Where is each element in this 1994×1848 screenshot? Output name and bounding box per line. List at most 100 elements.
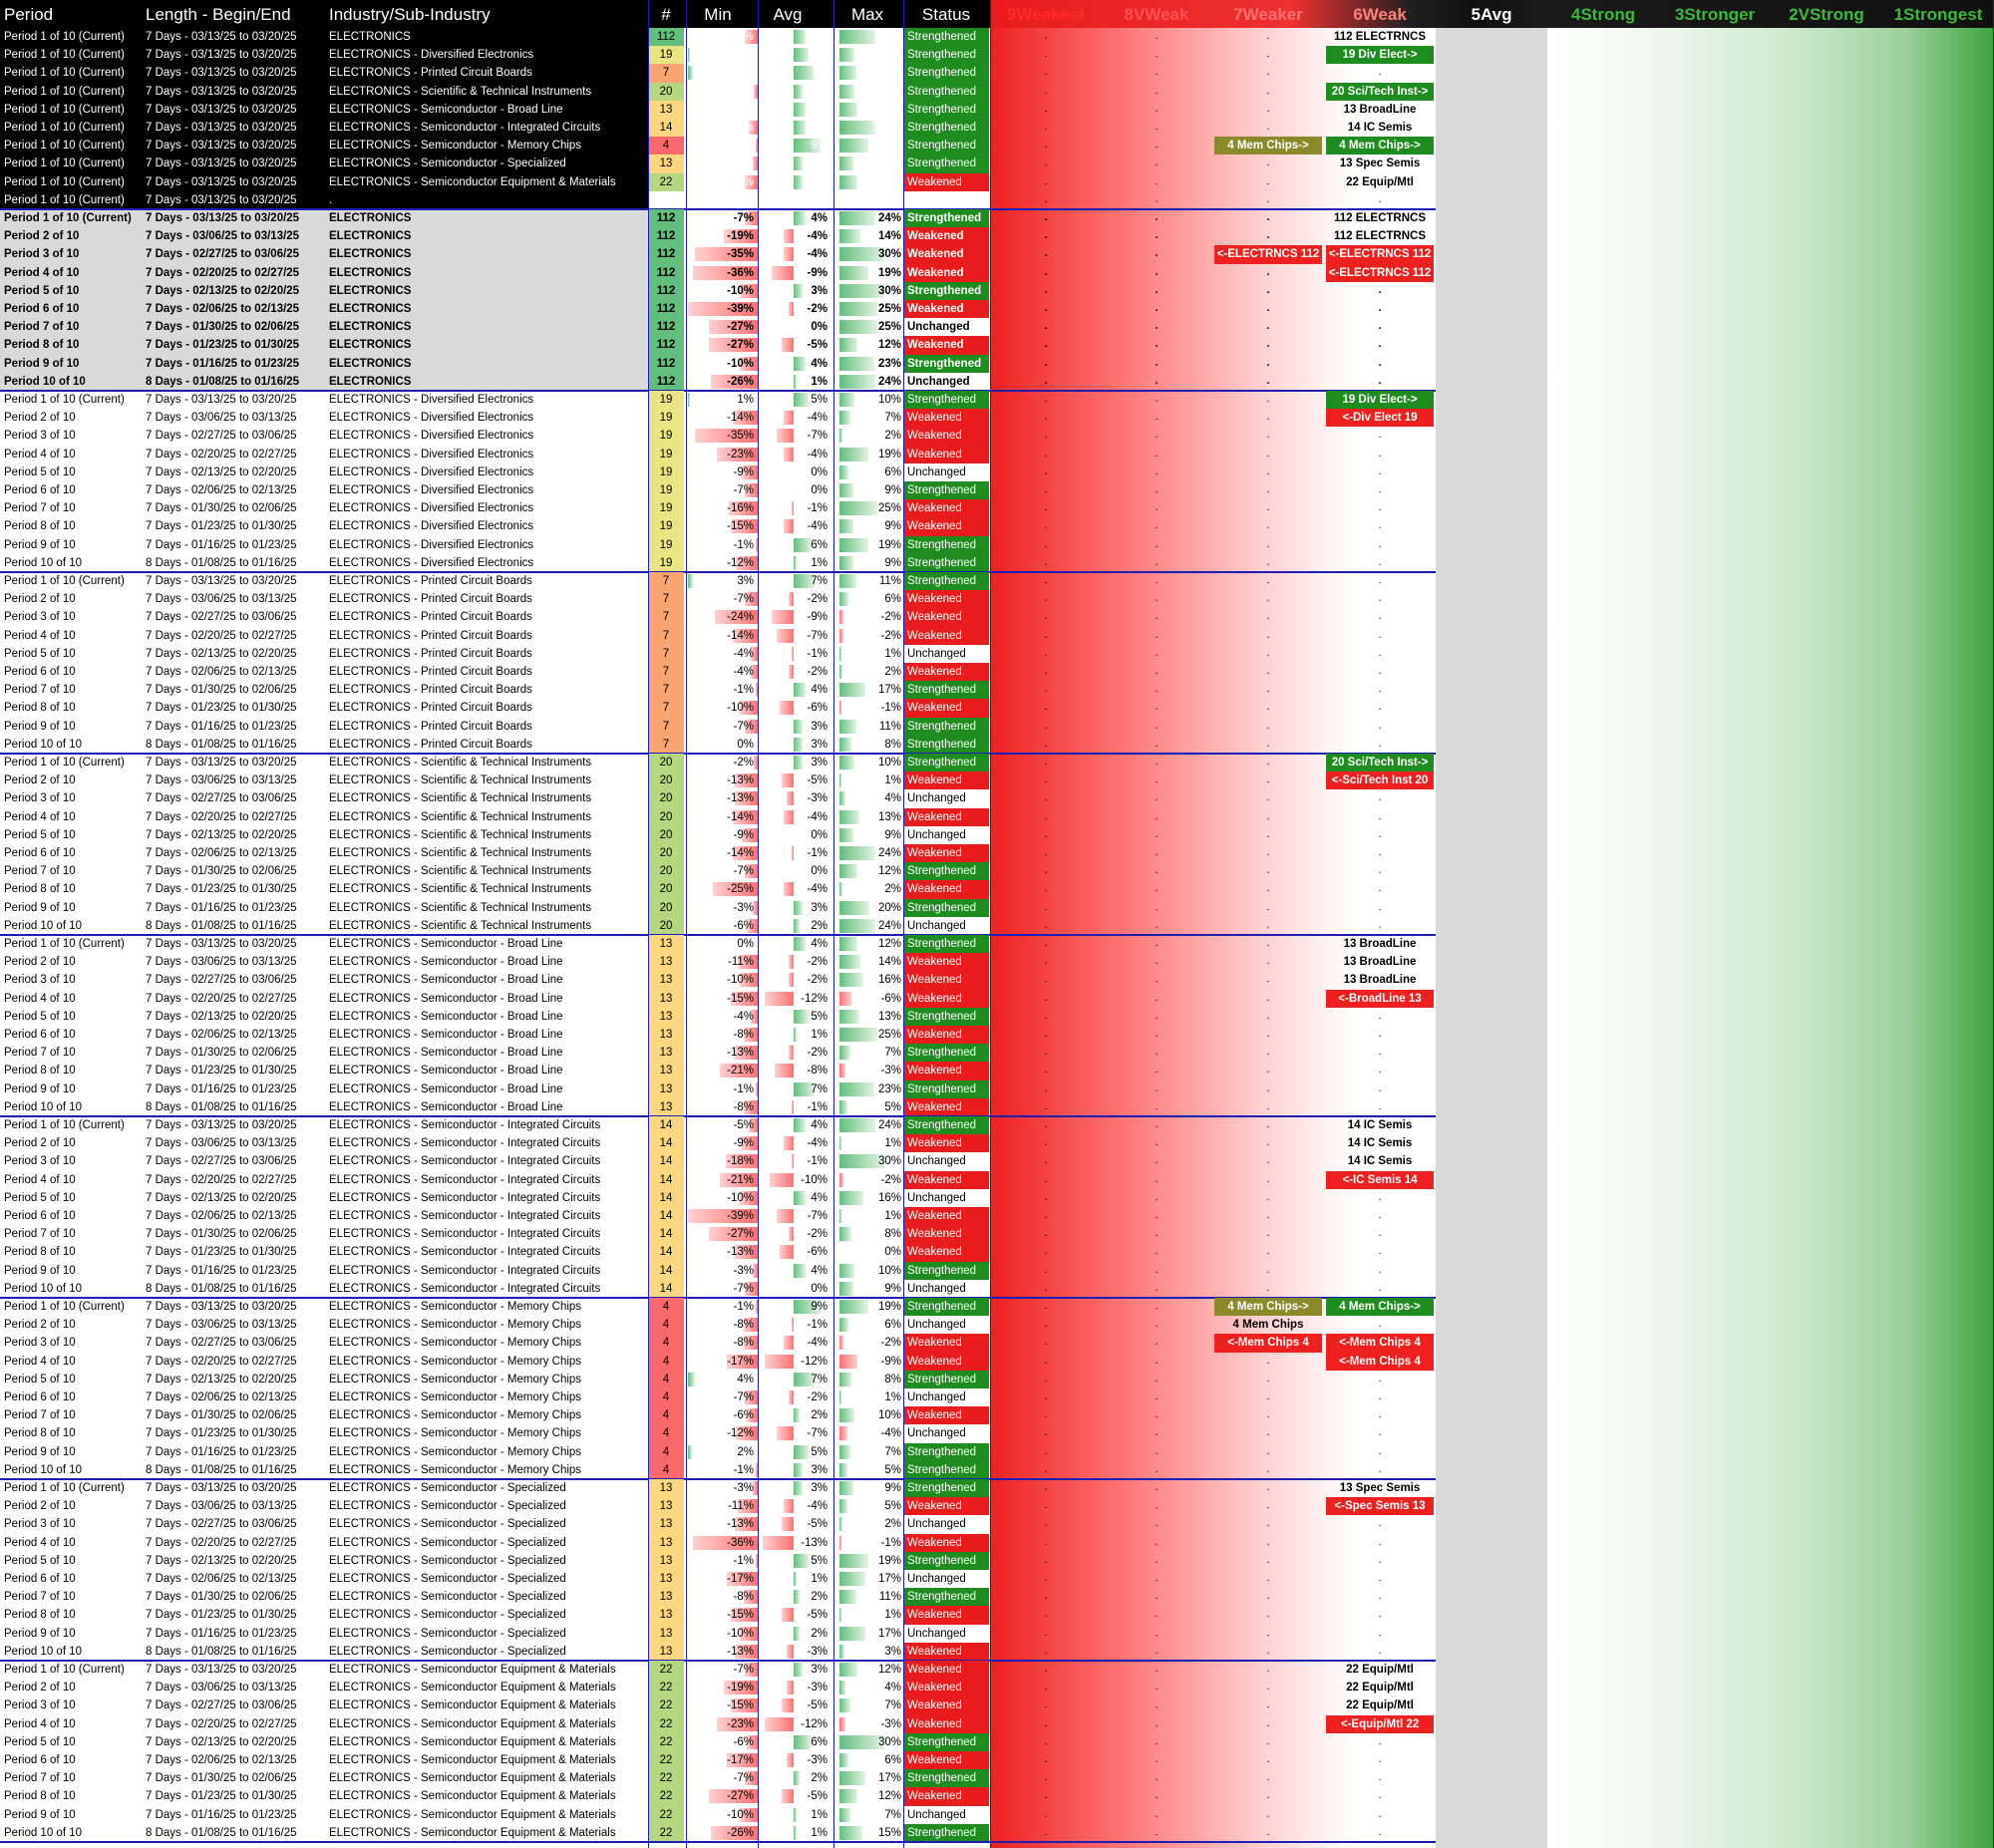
table-row[interactable]: Period 3 of 10 7 Days - 02/27/25 to 03/06…: [0, 1152, 1994, 1171]
header-count[interactable]: #: [661, 5, 671, 24]
level-cell-4[interactable]: 13 BroadLine: [1343, 938, 1417, 950]
table-row[interactable]: Period 6 of 10 7 Days - 02/06/25 to 02/13…: [0, 844, 1994, 863]
level-cell-4[interactable]: <-Equip/Mtl 22: [1326, 1714, 1434, 1733]
header-level-9[interactable]: 1Strongest: [1893, 5, 1983, 24]
avg-bar: [794, 1462, 803, 1477]
level-cell-4[interactable]: <-ELECTRNCS 112: [1326, 263, 1434, 282]
header-avg[interactable]: Avg: [773, 5, 803, 24]
level-cell-4[interactable]: 20 Sci/Tech Inst->: [1326, 82, 1434, 101]
table-row[interactable]: Period 2 of 10 7 Days - 03/06/25 to 03/13…: [0, 1134, 1994, 1153]
table-row[interactable]: Period 1 of 10 (Current) 7 Days - 03/13/2…: [0, 64, 1994, 83]
level-cell-4[interactable]: 14 IC Semis: [1347, 122, 1413, 134]
table-row[interactable]: Period 7 of 10 7 Days - 01/30/25 to 02/06…: [0, 862, 1994, 881]
level-cell-4[interactable]: 20 Sci/Tech Inst->: [1326, 754, 1434, 772]
table-row[interactable]: Period 1 of 10 (Current) 7 Days - 03/13/2…: [0, 209, 1994, 228]
table-row[interactable]: Period 3 of 10 7 Days - 02/27/25 to 03/06…: [0, 1696, 1994, 1715]
table-row[interactable]: Period 3 of 10 7 Days - 02/27/25 to 03/06…: [0, 971, 1994, 990]
table-row[interactable]: Period 2 of 10 7 Days - 03/06/25 to 03/13…: [0, 590, 1994, 609]
level-cell-3[interactable]: <-Mem Chips 4: [1214, 1334, 1322, 1353]
level-cell-4[interactable]: 112 ELECTRNCS: [1333, 31, 1427, 43]
table-row[interactable]: Period 3 of 10 7 Days - 02/27/25 to 03/06…: [0, 1334, 1994, 1353]
header-level-1[interactable]: 9Weakest: [1006, 5, 1086, 24]
level-cell-4[interactable]: <-Mem Chips 4: [1326, 1334, 1434, 1353]
level-cell-4[interactable]: <-Mem Chips 4: [1326, 1352, 1434, 1371]
level-cell-4[interactable]: 112 ELECTRNCS: [1333, 212, 1427, 224]
table-row[interactable]: Period 5 of 10 7 Days - 02/13/25 to 02/20…: [0, 644, 1994, 663]
level-cell-4[interactable]: 13 BroadLine: [1343, 956, 1417, 969]
table-row[interactable]: Period 6 of 10 7 Days - 02/06/25 to 02/13…: [0, 663, 1994, 682]
table-row[interactable]: Period 5 of 10 7 Days - 02/13/25 to 02/20…: [0, 1551, 1994, 1570]
header-level-2[interactable]: 8VWeak: [1124, 5, 1189, 24]
table-row[interactable]: Period 1 of 10 (Current) 7 Days - 03/13/2…: [0, 1661, 1994, 1680]
level-cell-4[interactable]: 13 BroadLine: [1343, 103, 1417, 116]
header-level-5[interactable]: 5Avg: [1471, 5, 1512, 24]
level-cell-4[interactable]: 4 Mem Chips->: [1326, 1298, 1434, 1317]
count-cell: 112: [648, 300, 684, 319]
table-row[interactable]: Period 3 of 10 7 Days - 02/27/25 to 03/06…: [0, 245, 1994, 264]
level-cell-4[interactable]: 22 Equip/Mtl: [1346, 175, 1414, 188]
level-cell-4[interactable]: <-Div Elect 19: [1326, 409, 1434, 428]
table-row[interactable]: Period 2 of 10 7 Days - 03/06/25 to 03/13…: [0, 1679, 1994, 1697]
table-row[interactable]: Period 1 of 10 (Current) 7 Days - 03/13/2…: [0, 100, 1994, 119]
header-industry[interactable]: Industry/Sub-Industry: [329, 5, 491, 24]
level-cell-4[interactable]: 19 Div Elect->: [1326, 46, 1434, 65]
level-cell-3[interactable]: 4 Mem Chips: [1232, 1319, 1304, 1332]
level-cell-3[interactable]: 4 Mem Chips->: [1214, 137, 1322, 155]
table-row[interactable]: Period 1 of 10 (Current) 7 Days - 03/13/2…: [0, 572, 1994, 591]
header-status[interactable]: Status: [921, 5, 971, 24]
header-level-4[interactable]: 6Weak: [1353, 5, 1407, 24]
table-row[interactable]: Period 1 of 10 (Current) 7 Days - 03/13/2…: [0, 82, 1994, 101]
table-row[interactable]: Period 6 of 10 7 Days - 02/06/25 to 02/13…: [0, 1026, 1994, 1045]
level-cell-4[interactable]: 22 Equip/Mtl: [1346, 1682, 1414, 1694]
level-cell-4[interactable]: <-BroadLine 13: [1326, 989, 1434, 1008]
header-max[interactable]: Max: [850, 5, 884, 24]
table-row[interactable]: Period 7 of 10 7 Days - 01/30/25 to 02/06…: [0, 1225, 1994, 1244]
level-cell-4[interactable]: 14 IC Semis: [1347, 1119, 1413, 1131]
level-cell-4[interactable]: 22 Equip/Mtl: [1346, 1699, 1414, 1712]
table-row[interactable]: Period 1 of 10 (Current) 7 Days - 03/13/2…: [0, 1479, 1994, 1498]
level-cell-4[interactable]: <-IC Semis 14: [1326, 1170, 1434, 1189]
table-row[interactable]: Period 1 of 10 (Current) 7 Days - 03/13/2…: [0, 1116, 1994, 1135]
header-period[interactable]: Period: [4, 5, 54, 24]
header-level-6[interactable]: 4Strong: [1570, 5, 1636, 24]
level-cell-4[interactable]: 13 BroadLine: [1343, 974, 1417, 987]
header-length[interactable]: Length - Begin/End: [146, 5, 291, 24]
header-level-8[interactable]: 2VStrong: [1789, 5, 1864, 24]
level-cell-4[interactable]: 22 Equip/Mtl: [1346, 1664, 1414, 1676]
table-row[interactable]: Period 2 of 10 7 Days - 03/06/25 to 03/13…: [0, 953, 1994, 972]
level-dot-2: .: [1155, 464, 1159, 477]
level-cell-4[interactable]: 4 Mem Chips->: [1326, 137, 1434, 155]
table-row[interactable]: Period 5 of 10 7 Days - 02/13/25 to 02/20…: [0, 462, 1994, 481]
table-row[interactable]: Period 6 of 10 7 Days - 02/06/25 to 02/13…: [0, 300, 1994, 319]
header-level-7[interactable]: 3Stronger: [1674, 5, 1756, 24]
level-cell-4[interactable]: 14 IC Semis: [1347, 1155, 1413, 1168]
table-row[interactable]: Period 1 of 10 (Current) 7 Days - 03/13/2…: [0, 137, 1994, 155]
level-cell-4[interactable]: 19 Div Elect->: [1326, 391, 1434, 410]
table-row[interactable]: Period 1 of 10 (Current) 7 Days - 03/13/2…: [0, 119, 1994, 138]
level-cell-4[interactable]: 13 Spec Semis: [1339, 1482, 1421, 1494]
header-level-3[interactable]: 7Weaker: [1233, 5, 1303, 24]
table-row[interactable]: Period 2 of 10 7 Days - 03/06/25 to 03/13…: [0, 1316, 1994, 1335]
table-row[interactable]: Period 1 of 10 (Current) 7 Days - 03/13/2…: [0, 154, 1994, 173]
level-cell-4[interactable]: 112 ELECTRNCS: [1333, 230, 1427, 243]
level-cell-4[interactable]: <-ELECTRNCS 112: [1326, 245, 1434, 264]
avg-cell: 6%: [760, 536, 831, 554]
level-cell-4[interactable]: <-Spec Semis 13: [1326, 1497, 1434, 1516]
level-cell-3[interactable]: <-ELECTRNCS 112: [1214, 245, 1322, 264]
level-dot-3: .: [1266, 102, 1270, 115]
table-row[interactable]: Period 10 of 10 8 Days - 01/08/25 to 01/1…: [0, 372, 1994, 391]
table-row[interactable]: Period 10 of 10 8 Days - 01/08/25 to 01/1…: [0, 1097, 1994, 1116]
table-row[interactable]: Period 7 of 10 7 Days - 01/30/25 to 02/06…: [0, 1044, 1994, 1063]
table-row[interactable]: Period 2 of 10 7 Days - 03/06/25 to 03/13…: [0, 227, 1994, 246]
level-cell-4[interactable]: <-Sci/Tech Inst 20: [1326, 771, 1434, 790]
level-cell-3[interactable]: 4 Mem Chips->: [1214, 1298, 1322, 1317]
table-row[interactable]: Period 1 of 10 (Current) 7 Days - 03/13/2…: [0, 935, 1994, 954]
table-row[interactable]: Period 1 of 10 (Current) 7 Days - 03/13/2…: [0, 172, 1994, 191]
header-min[interactable]: Min: [704, 5, 732, 24]
table-row[interactable]: Period 1 of 10 (Current) 7 Days - 03/13/2…: [0, 1298, 1994, 1317]
level-cell-4[interactable]: 13 Spec Semis: [1339, 157, 1421, 170]
max-value: 6%: [884, 1319, 901, 1332]
table-row[interactable]: Period 3 of 10 7 Days - 02/27/25 to 03/06…: [0, 1515, 1994, 1534]
level-cell-4[interactable]: 14 IC Semis: [1347, 1137, 1413, 1150]
